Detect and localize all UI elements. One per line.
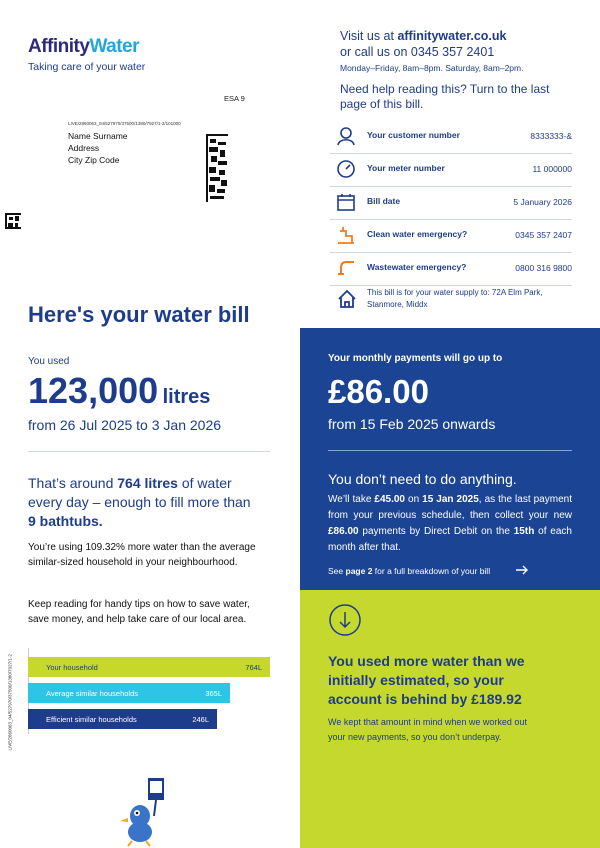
estimate-panel <box>300 590 600 848</box>
estimate-body: We kept that amount in mind when we work… <box>328 717 527 742</box>
usage-amount: 123,000 litres <box>28 370 210 412</box>
down-arrow-icon <box>329 604 361 636</box>
detail-label: Clean water emergency? <box>367 229 468 239</box>
unit: litres <box>162 386 211 408</box>
text: of each month after that. <box>328 526 572 553</box>
row-icon <box>337 127 355 146</box>
address: Name Surname Address City Zip Code <box>68 130 128 166</box>
text: We’ll take <box>328 494 375 505</box>
bold-text: 15 Jan 2025 <box>422 494 479 505</box>
text: of water every day – enough to fill more… <box>28 475 251 510</box>
divider <box>28 451 270 452</box>
side-code: LIVE/2860063_04/527970/37500/1380/7927/1… <box>7 654 13 751</box>
text: , as the last payment from your previous… <box>328 494 572 521</box>
help-text: Need help reading this? Turn to the last… <box>340 82 550 111</box>
payment-panel <box>300 328 600 590</box>
detail-value: 11 000000 <box>532 164 572 174</box>
detail-value: 0800 316 9800 <box>515 263 572 273</box>
detail-label: Your meter number <box>367 163 445 173</box>
text: payments by Direct Debit on the <box>358 526 514 537</box>
row-icon <box>337 194 355 211</box>
tips-text: Keep reading for handy tips on how to sa… <box>28 599 250 625</box>
detail-row: Clean water emergency? 0345 357 2407 <box>330 219 572 253</box>
address-line: Address <box>68 143 100 153</box>
row-icon <box>338 227 354 244</box>
bold-text: £86.00 <box>328 526 359 537</box>
comparison-bar: Average similar households 365L <box>28 683 230 703</box>
payment-from: from 15 Feb 2025 onwards <box>328 416 496 432</box>
see-link[interactable]: See page 2 for a full breakdown of your … <box>328 566 490 576</box>
bar-label: Your household <box>46 663 98 672</box>
divider <box>328 450 572 451</box>
detail-value: 8333333-& <box>530 131 572 141</box>
call-text: or call us on 0345 357 2401 <box>340 45 495 59</box>
bold-text: 9 bathtubs. <box>28 513 103 529</box>
used-label: You used <box>28 356 70 367</box>
payment-amount: £86.00 <box>328 373 429 410</box>
logo: AffinityWater <box>28 36 140 58</box>
visit-text: Visit us at affinitywater.co.uk <box>340 28 507 44</box>
payment-label: Your monthly payments will go up to <box>328 353 503 364</box>
detail-value: 5 January 2026 <box>513 197 572 207</box>
comparison-bar: Efficient similar households 246L <box>28 709 217 729</box>
row-icon <box>337 160 355 178</box>
detail-label: Bill date <box>367 196 401 206</box>
bold-text: £45.00 <box>374 494 405 505</box>
bar-value: 246L <box>192 715 209 724</box>
bold-text: 15th <box>513 526 535 537</box>
logo-text: Affinity <box>28 36 90 57</box>
opening-hours: Monday–Friday, 8am–8pm. Saturday, 8am–2p… <box>340 63 524 73</box>
arrow-icon <box>516 565 528 575</box>
mascot <box>120 778 164 847</box>
detail-label: Wastewater emergency? <box>367 262 467 272</box>
mail-code: LIVE/2860063_04/527970/37500/1380/7927/1… <box>68 121 181 126</box>
esa-code: ESA 9 <box>224 94 245 103</box>
bar-label: Average similar households <box>46 689 138 698</box>
detail-label: Your customer number <box>367 130 460 140</box>
logo-text: Water <box>89 36 140 57</box>
row-icon <box>338 261 354 275</box>
amount: 123,000 <box>28 370 159 411</box>
detail-row: Bill date 5 January 2026 <box>330 186 572 220</box>
qr-code <box>5 213 21 229</box>
comparison-bar: Your household 764L <box>28 657 270 677</box>
detail-row: Your customer number 8333333-& <box>330 120 572 154</box>
text: Visit us at <box>340 29 398 43</box>
barcode <box>206 134 228 202</box>
home-icon <box>338 289 356 308</box>
usage-period: from 26 Jul 2025 to 3 Jan 2026 <box>28 417 222 433</box>
comparison-text: You’re using 109.32% more water than the… <box>28 542 256 568</box>
action-text: You don’t need to do anything. <box>328 471 517 487</box>
text: for a full breakdown of your bill <box>372 566 491 576</box>
address-line: City Zip Code <box>68 155 120 165</box>
detail-value: 0345 357 2407 <box>515 230 572 240</box>
supply-note: This bill is for your water supply to: 7… <box>367 288 543 309</box>
payment-explain: We’ll take £45.00 on 15 Jan 2025, as the… <box>328 492 572 556</box>
detail-row: Your meter number 11 000000 <box>330 153 572 187</box>
bar-label: Efficient similar households <box>46 715 137 724</box>
estimate-heading: You used more water than we initially es… <box>328 653 525 707</box>
text: That’s around <box>28 475 118 491</box>
contact: Visit us at affinitywater.co.uk or call … <box>340 28 507 60</box>
text: See <box>328 566 346 576</box>
bar-value: 764L <box>245 663 262 672</box>
usage-summary: That’s around 764 litres of water every … <box>28 474 253 531</box>
bold-text: page 2 <box>345 566 373 576</box>
bar-value: 365L <box>205 689 222 698</box>
main-heading: Here's your water bill <box>28 302 250 327</box>
tagline: Taking care of your water <box>28 61 146 73</box>
bold-text: 764 litres <box>117 475 178 491</box>
detail-row: Wastewater emergency? 0800 316 9800 <box>330 252 572 286</box>
bold-text: affinitywater.co.uk <box>397 29 507 43</box>
text: on <box>405 494 423 505</box>
address-line: Name Surname <box>68 131 128 141</box>
